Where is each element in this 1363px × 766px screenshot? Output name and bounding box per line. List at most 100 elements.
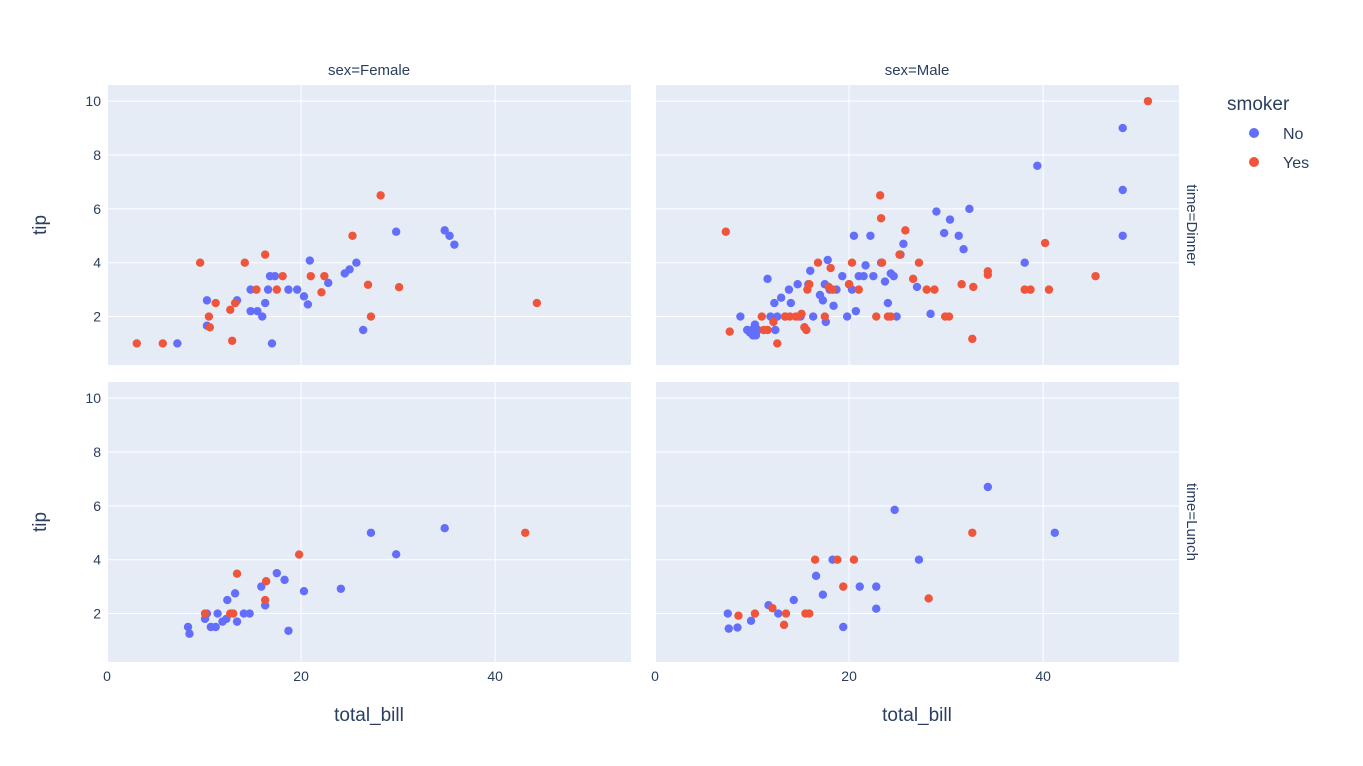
data-point-no <box>1050 528 1059 537</box>
legend-label-no: No <box>1283 126 1304 143</box>
data-point-yes <box>1026 285 1035 294</box>
legend-title: smoker <box>1227 94 1290 115</box>
x-tick-label: 20 <box>293 668 309 684</box>
data-point-no <box>842 312 852 321</box>
data-point-no <box>245 609 254 618</box>
data-point-no <box>336 584 346 593</box>
data-point-no <box>770 298 779 308</box>
data-point-no <box>818 590 828 599</box>
data-point-no <box>1020 258 1029 267</box>
data-point-yes <box>721 227 731 236</box>
legend-label-yes: Yes <box>1283 155 1309 172</box>
data-point-no <box>202 296 212 305</box>
data-point-no <box>173 339 182 348</box>
data-point-yes <box>768 603 777 613</box>
data-point-yes <box>813 258 823 267</box>
data-point-no <box>183 622 193 632</box>
data-point-no <box>823 255 832 265</box>
data-point-yes <box>521 528 530 537</box>
y-tick-label: 6 <box>93 201 101 217</box>
data-point-no <box>818 296 828 305</box>
data-point-no <box>299 586 309 596</box>
data-point-no <box>185 629 194 638</box>
data-point-no <box>257 582 266 591</box>
data-point-yes <box>785 312 795 321</box>
data-point-no <box>723 609 732 618</box>
data-point-yes <box>914 258 924 267</box>
data-point-yes <box>366 312 376 321</box>
points-sex=Male-time=Dinner <box>721 96 1153 348</box>
y-tick-label: 4 <box>93 255 101 271</box>
data-point-no <box>239 609 249 618</box>
data-point-yes <box>205 323 215 332</box>
data-point-no <box>763 274 772 284</box>
data-point-no <box>733 623 742 632</box>
data-point-no <box>954 231 963 240</box>
data-point-yes <box>228 609 238 618</box>
row-facet-label: time=Dinner <box>1183 184 1200 265</box>
data-point-yes <box>805 280 814 289</box>
data-point-yes <box>828 285 837 294</box>
data-point-no <box>839 622 848 632</box>
data-point-yes <box>924 594 933 603</box>
data-point-no <box>789 595 798 605</box>
data-point-yes <box>1091 271 1100 281</box>
data-point-yes <box>886 312 895 321</box>
data-point-yes <box>227 336 237 345</box>
row-facet-label: time=Lunch <box>1183 483 1200 561</box>
data-point-no <box>829 301 838 310</box>
panel-2 <box>106 382 631 662</box>
data-point-yes <box>195 258 205 267</box>
data-point-yes <box>158 339 167 348</box>
data-point-no <box>305 256 315 265</box>
y-tick-label: 6 <box>93 498 101 514</box>
data-point-yes <box>240 258 249 267</box>
data-point-no <box>292 285 302 294</box>
plot-background <box>107 85 631 365</box>
data-point-no <box>849 231 859 240</box>
data-point-no <box>299 292 309 301</box>
data-point-no <box>899 239 908 249</box>
points-sex=Male-time=Lunch <box>723 482 1059 633</box>
data-point-no <box>890 505 899 515</box>
data-point-no <box>892 312 901 321</box>
data-point-yes <box>781 609 791 618</box>
data-point-no <box>267 339 277 348</box>
data-point-yes <box>826 263 835 273</box>
data-point-yes <box>294 550 304 559</box>
data-point-yes <box>797 309 806 319</box>
data-point-yes <box>810 555 820 564</box>
data-point-no <box>272 568 282 578</box>
data-point-no <box>270 271 280 281</box>
data-point-no <box>806 266 815 275</box>
data-point-yes <box>1044 285 1054 294</box>
data-point-yes <box>363 280 373 289</box>
data-point-yes <box>779 620 789 630</box>
data-point-yes <box>875 191 885 200</box>
data-point-yes <box>226 305 235 315</box>
data-point-yes <box>763 325 772 335</box>
points-sex=Female-time=Dinner <box>132 191 542 348</box>
data-point-no <box>1118 185 1127 195</box>
column-facet-label: sex=Female <box>328 62 410 79</box>
plot-background <box>655 85 1179 365</box>
data-point-yes <box>204 312 214 321</box>
data-point-no <box>724 624 733 633</box>
data-point-no <box>445 231 454 240</box>
data-point-no <box>811 571 821 581</box>
legend-marker-yes <box>1249 157 1259 167</box>
data-point-no <box>232 617 242 626</box>
data-point-no <box>391 550 401 559</box>
data-point-no <box>932 207 941 216</box>
data-point-yes <box>944 312 954 321</box>
data-point-yes <box>877 258 887 267</box>
data-point-no <box>880 277 890 286</box>
data-point-yes <box>839 582 848 591</box>
data-point-no <box>440 523 449 533</box>
y-tick-label: 10 <box>85 390 101 406</box>
data-point-yes <box>348 231 357 240</box>
x-axis-title: total_bill <box>882 705 952 726</box>
data-point-no <box>883 298 893 308</box>
data-point-no <box>284 285 293 294</box>
data-point-yes <box>1040 238 1050 248</box>
